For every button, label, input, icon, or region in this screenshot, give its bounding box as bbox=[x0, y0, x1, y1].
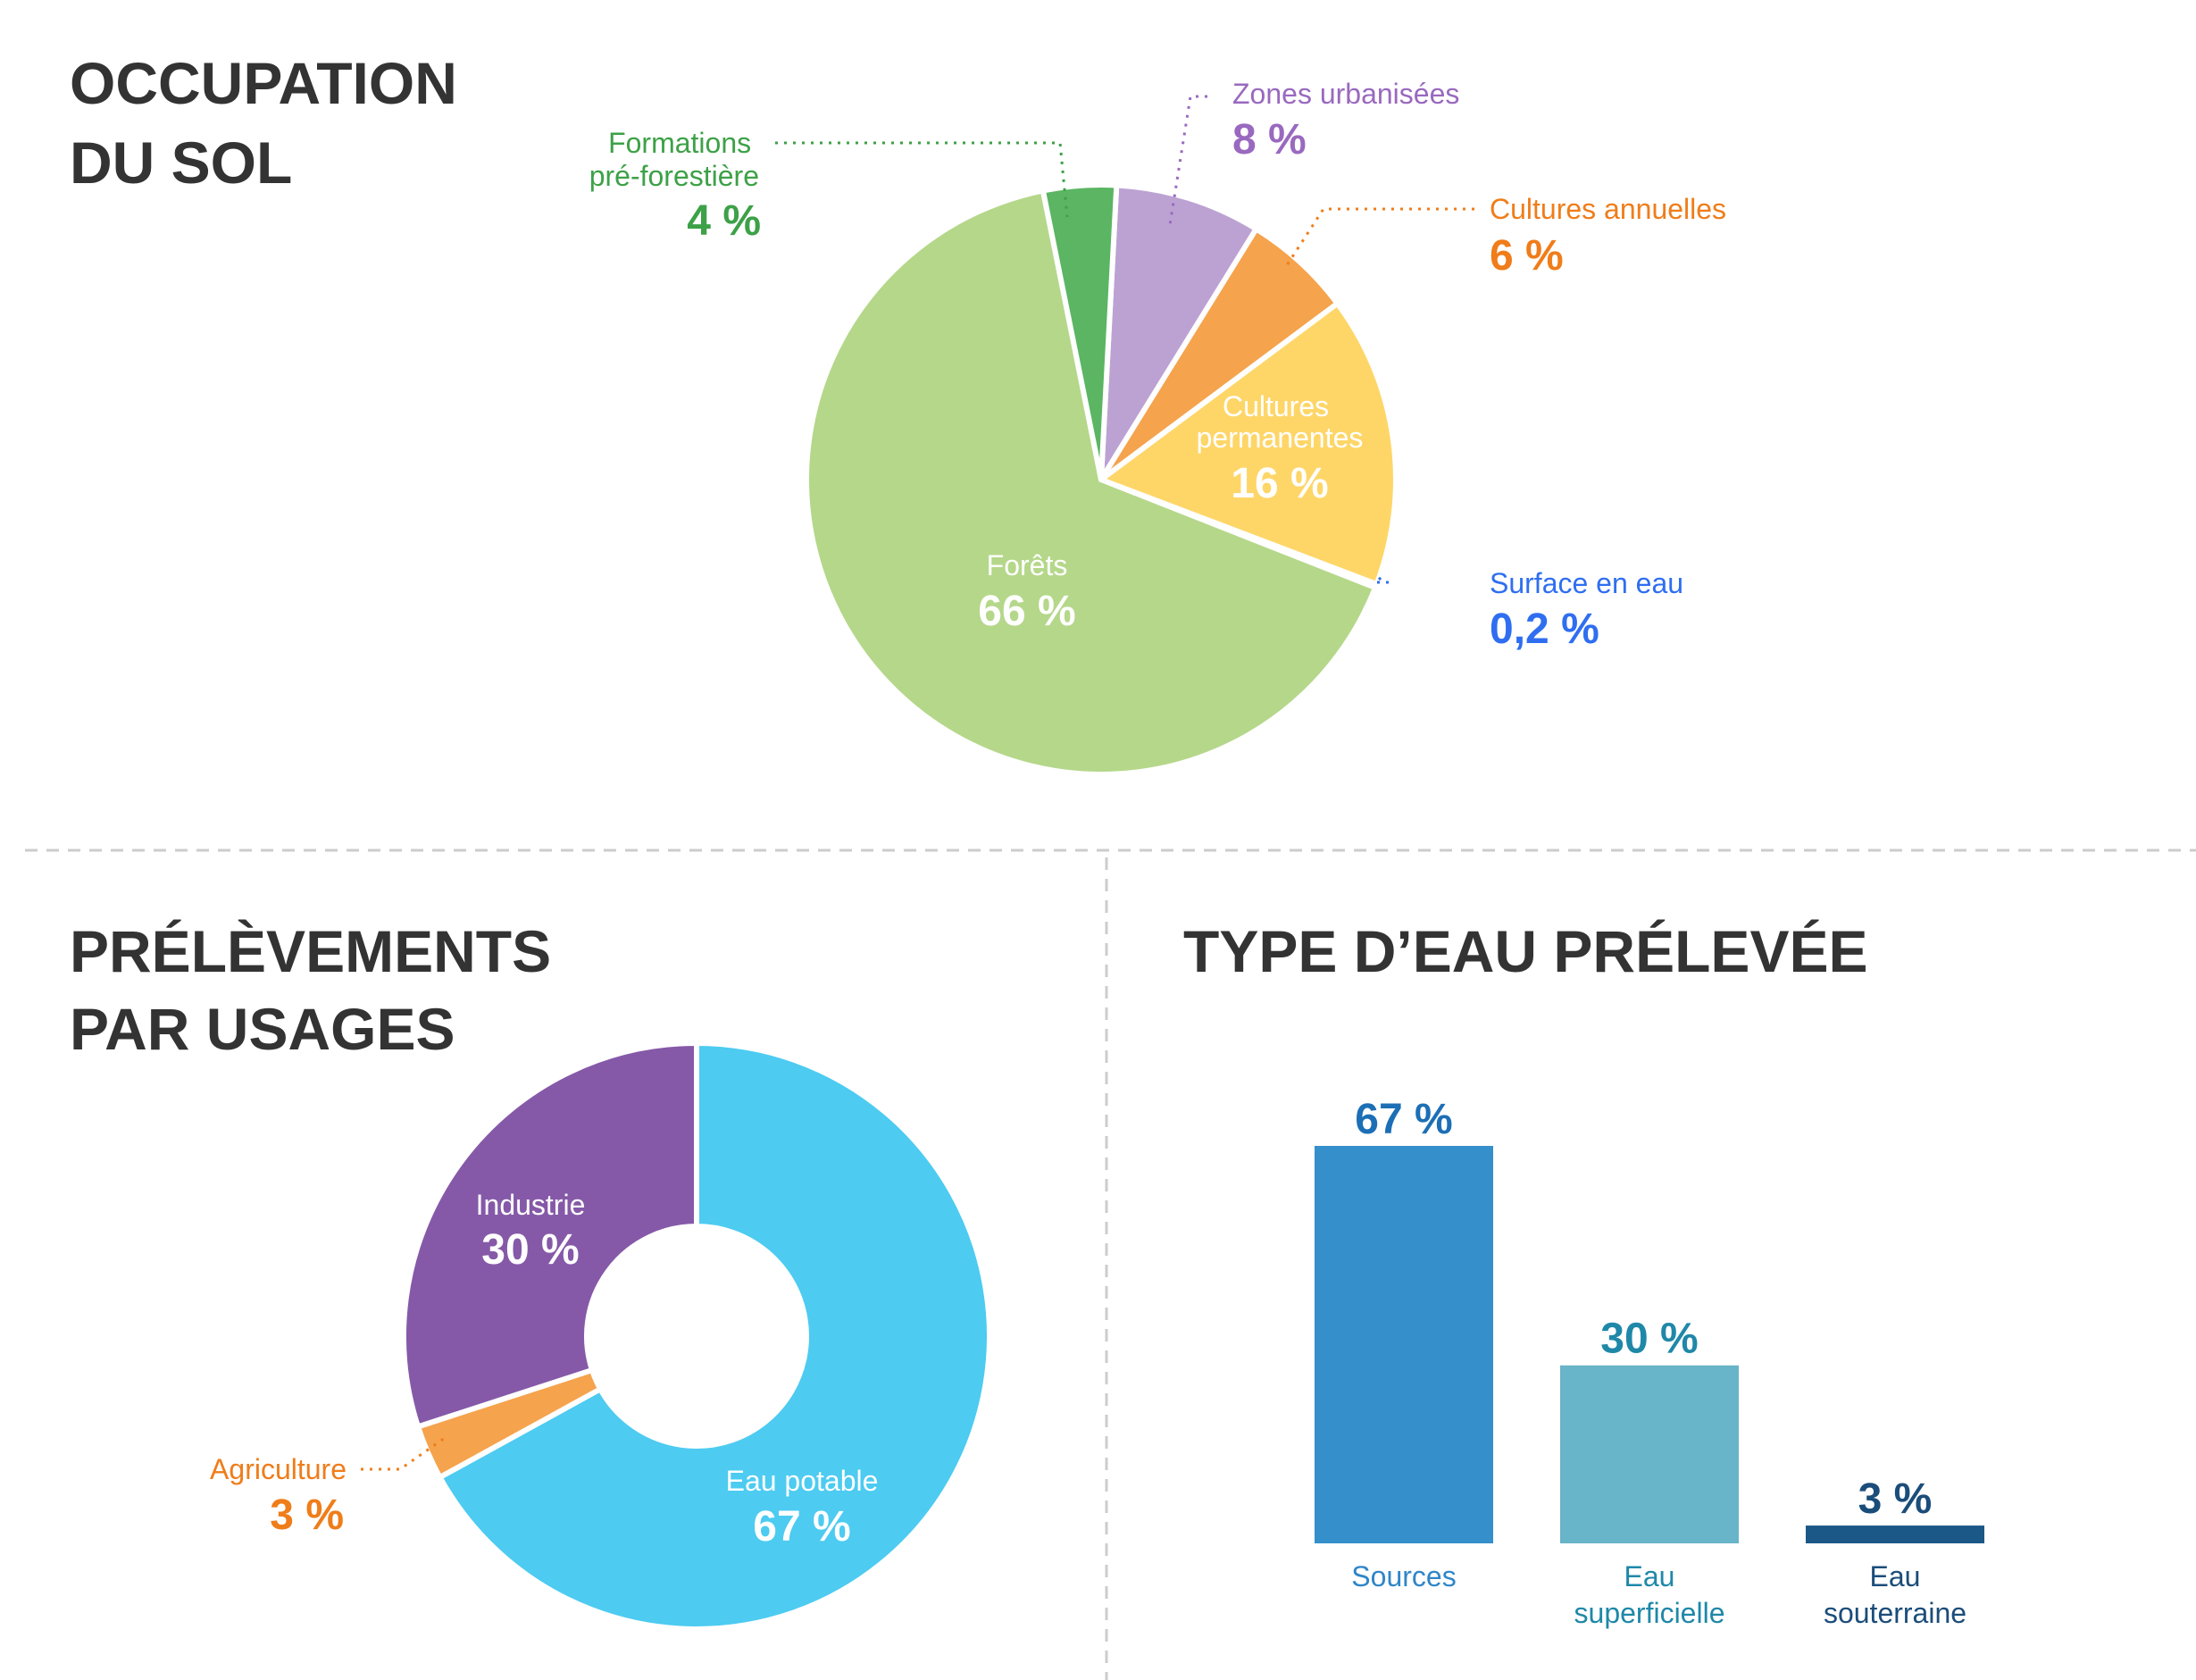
land-use-slice-formations bbox=[1040, 182, 1120, 482]
land-use-slice-cultures_permanentes bbox=[1098, 300, 1399, 588]
withdrawals-slice-eau_potable bbox=[437, 1041, 992, 1632]
bar-sources bbox=[1315, 1146, 1493, 1543]
water-type-bar-chart: 67 % Sources 30 % Eau superficielle 3 % Eau sou… bbox=[1315, 1096, 1984, 1629]
bar-label-eau_superficielle: Eau superficielle bbox=[1574, 1560, 1725, 1629]
land-use-slice-zones bbox=[1098, 182, 1259, 482]
value-industrie: 30 % bbox=[481, 1226, 579, 1274]
bar-eau_superficielle bbox=[1560, 1365, 1739, 1543]
bar-value-eau_souterraine: 3 % bbox=[1858, 1475, 1933, 1523]
withdrawals-title: PRÉLÈVEMENTS PAR USAGES bbox=[70, 918, 567, 1062]
land-use-slice-forets bbox=[804, 188, 1379, 777]
label-cultures-permanentes: Cultures permanentes bbox=[1197, 390, 1364, 454]
land-use-pie-chart bbox=[804, 182, 1399, 777]
label-formations: Formations pré-forestière bbox=[589, 127, 759, 192]
value-cultures-permanentes: 16 % bbox=[1231, 460, 1328, 507]
bar-value-eau_superficielle: 30 % bbox=[1600, 1316, 1698, 1363]
water-type-title: TYPE D’EAU PRÉLEVÉE bbox=[1183, 918, 1868, 984]
leader-line-cultures-annuelles bbox=[1283, 207, 1474, 269]
withdrawals-slice-industrie bbox=[401, 1041, 699, 1430]
bar-label-eau_souterraine: Eau souterraine bbox=[1824, 1560, 1966, 1629]
bar-label-sources: Sources bbox=[1351, 1560, 1456, 1592]
value-agriculture: 3 % bbox=[270, 1492, 344, 1539]
value-cultures-annuelles: 6 % bbox=[1490, 232, 1564, 280]
withdrawals-title-line-1: PRÉLÈVEMENTS bbox=[70, 918, 551, 984]
bar-value-sources: 67 % bbox=[1355, 1096, 1452, 1143]
label-cultures-annuelles: Cultures annuelles bbox=[1490, 193, 1726, 225]
label-zones: Zones urbanisées bbox=[1232, 78, 1459, 110]
water-type-title-line-1: TYPE D’EAU PRÉLEVÉE bbox=[1183, 918, 1868, 984]
label-eau-potable: Eau potable bbox=[726, 1465, 879, 1497]
label-agriculture: Agriculture bbox=[210, 1453, 347, 1485]
value-surface-eau: 0,2 % bbox=[1490, 606, 1599, 653]
value-zones: 8 % bbox=[1232, 116, 1307, 163]
bar-eau_souterraine bbox=[1806, 1525, 1984, 1543]
label-surface-eau: Surface en eau bbox=[1490, 567, 1683, 599]
withdrawals-title-line-2: PAR USAGES bbox=[70, 996, 455, 1062]
land-use-title-line-1: OCCUPATION bbox=[70, 50, 457, 116]
land-use-title: OCCUPATION DU SOL bbox=[70, 50, 473, 196]
land-use-title-line-2: DU SOL bbox=[70, 130, 292, 196]
label-industrie: Industrie bbox=[476, 1189, 586, 1221]
value-forets: 66 % bbox=[978, 588, 1075, 635]
withdrawals-donut-chart bbox=[401, 1041, 992, 1632]
value-formations: 4 % bbox=[687, 197, 761, 245]
value-eau-potable: 67 % bbox=[753, 1503, 850, 1550]
label-forets: Forêts bbox=[987, 549, 1068, 581]
